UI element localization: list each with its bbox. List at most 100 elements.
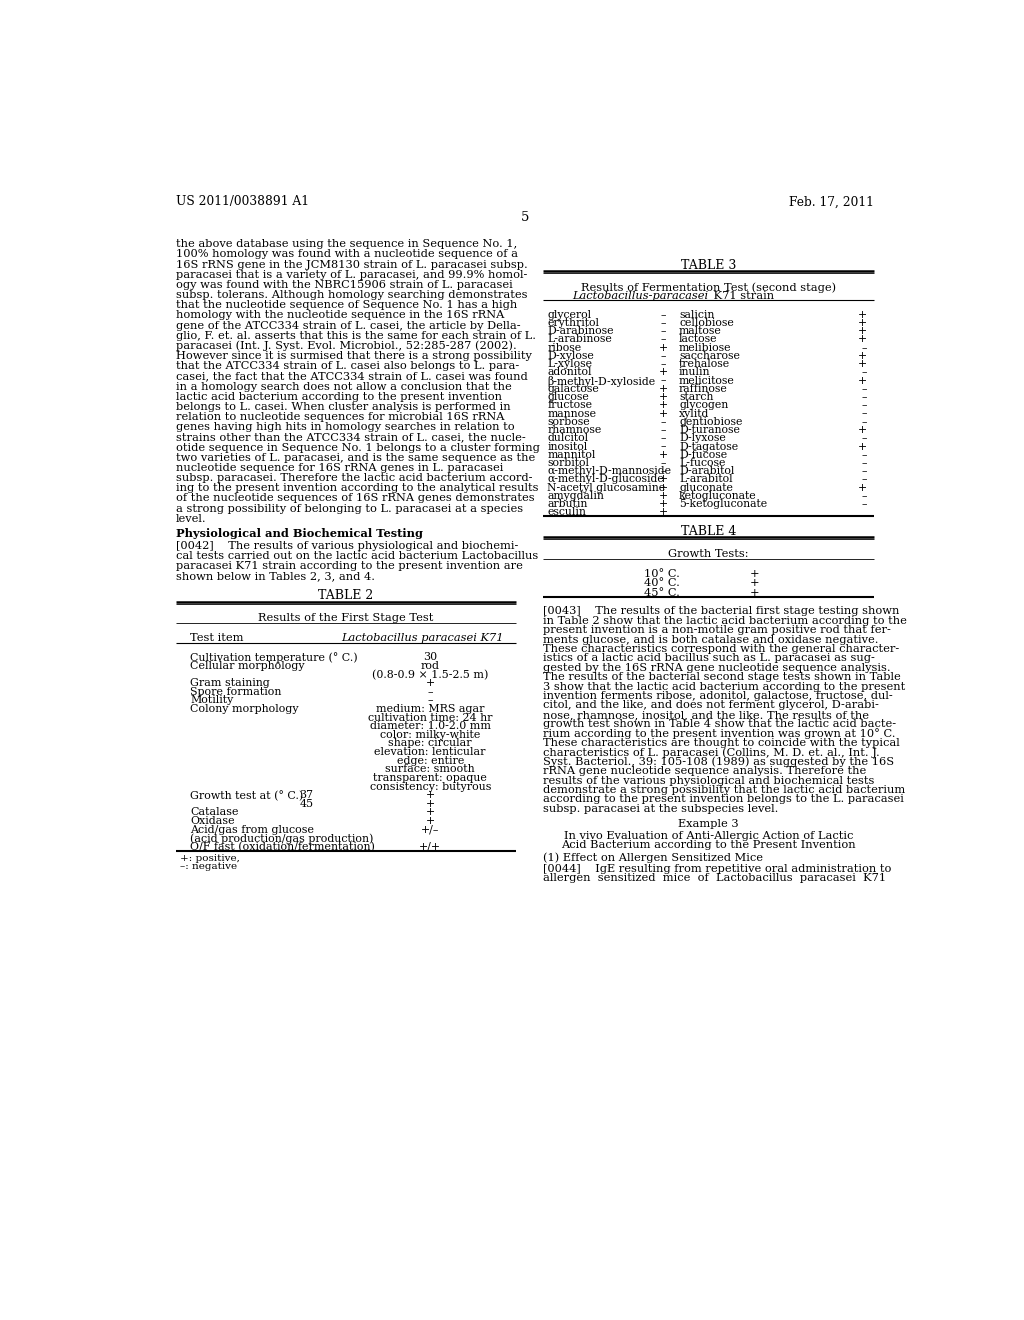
Text: D-tagatose: D-tagatose [679, 441, 738, 451]
Text: relation to nucleotide sequences for microbial 16S rRNA: relation to nucleotide sequences for mic… [176, 412, 505, 422]
Text: arbutin: arbutin [547, 499, 588, 510]
Text: amygdalin: amygdalin [547, 491, 604, 502]
Text: esculin: esculin [547, 507, 586, 517]
Text: ments glucose, and is both catalase and oxidase negative.: ments glucose, and is both catalase and … [544, 635, 879, 644]
Text: ogy was found with the NBRC15906 strain of L. paracasei: ogy was found with the NBRC15906 strain … [176, 280, 513, 290]
Text: maltose: maltose [679, 326, 722, 337]
Text: (acid production/gas production): (acid production/gas production) [190, 833, 374, 843]
Text: +: + [858, 318, 867, 327]
Text: fructose: fructose [547, 400, 592, 411]
Text: +: + [858, 310, 867, 319]
Text: US 2011/0038891 A1: US 2011/0038891 A1 [176, 195, 309, 209]
Text: edge: entire: edge: entire [396, 755, 464, 766]
Text: D-fucose: D-fucose [679, 450, 727, 459]
Text: 45: 45 [299, 799, 313, 809]
Text: +: + [858, 425, 867, 436]
Text: +: positive,: +: positive, [180, 854, 240, 863]
Text: Test item: Test item [190, 634, 244, 643]
Text: 37: 37 [299, 791, 313, 800]
Text: subsp. paracasei at the subspecies level.: subsp. paracasei at the subspecies level… [544, 804, 779, 813]
Text: –: – [660, 359, 667, 370]
Text: α-methyl-D-mannoside: α-methyl-D-mannoside [547, 466, 672, 477]
Text: genes having high hits in homology searches in relation to: genes having high hits in homology searc… [176, 422, 515, 432]
Text: (0.8-0.9 × 1.5-2.5 m): (0.8-0.9 × 1.5-2.5 m) [372, 669, 488, 680]
Text: belongs to L. casei. When cluster analysis is performed in: belongs to L. casei. When cluster analys… [176, 401, 511, 412]
Text: ribose: ribose [547, 343, 582, 352]
Text: raffinose: raffinose [679, 384, 728, 393]
Text: glio, F. et. al. asserts that this is the same for each strain of L.: glio, F. et. al. asserts that this is th… [176, 331, 536, 341]
Text: subsp. tolerans. Although homology searching demonstrates: subsp. tolerans. Although homology searc… [176, 290, 527, 300]
Text: The results of the bacterial second stage tests shown in Table: The results of the bacterial second stag… [544, 672, 901, 682]
Text: Physiological and Biochemical Testing: Physiological and Biochemical Testing [176, 528, 423, 540]
Text: a strong possibility of belonging to L. paracasei at a species: a strong possibility of belonging to L. … [176, 503, 523, 513]
Text: +: + [659, 400, 668, 411]
Text: gene of the ATCC334 strain of L. casei, the article by Della-: gene of the ATCC334 strain of L. casei, … [176, 321, 520, 330]
Text: –: negative: –: negative [180, 862, 237, 871]
Text: Cultivation temperature (° C.): Cultivation temperature (° C.) [190, 652, 357, 663]
Text: two varieties of L. paracasei, and is the same sequence as the: two varieties of L. paracasei, and is th… [176, 453, 536, 463]
Text: +: + [659, 409, 668, 418]
Text: –: – [660, 334, 667, 345]
Text: –: – [660, 318, 667, 327]
Text: +: + [751, 578, 760, 589]
Text: Results of the First Stage Test: Results of the First Stage Test [258, 612, 433, 623]
Text: These characteristics are thought to coincide with the typical: These characteristics are thought to coi… [544, 738, 900, 748]
Text: –: – [862, 491, 867, 502]
Text: D-xylose: D-xylose [547, 351, 594, 360]
Text: In vivo Evaluation of Anti-Allergic Action of Lactic: In vivo Evaluation of Anti-Allergic Acti… [564, 832, 853, 841]
Text: D-arabinose: D-arabinose [547, 326, 613, 337]
Text: +: + [751, 587, 760, 598]
Text: [0044]    IgE resulting from repetitive oral administration to: [0044] IgE resulting from repetitive ora… [544, 863, 892, 874]
Text: glucose: glucose [547, 392, 589, 403]
Text: sorbitol: sorbitol [547, 458, 589, 469]
Text: paracasei that is a variety of L. paracasei, and 99.9% homol-: paracasei that is a variety of L. paraca… [176, 269, 527, 280]
Text: 100% homology was found with a nucleotide sequence of a: 100% homology was found with a nucleotid… [176, 249, 518, 260]
Text: galactose: galactose [547, 384, 599, 393]
Text: demonstrate a strong possibility that the lactic acid bacterium: demonstrate a strong possibility that th… [544, 785, 905, 795]
Text: Feb. 17, 2011: Feb. 17, 2011 [788, 195, 873, 209]
Text: in Table 2 show that the lactic acid bacterium according to the: in Table 2 show that the lactic acid bac… [544, 616, 907, 626]
Text: transparent: opaque: transparent: opaque [374, 774, 487, 783]
Text: rRNA gene nucleotide sequence analysis. Therefore the: rRNA gene nucleotide sequence analysis. … [544, 766, 866, 776]
Text: of the nucleotide sequences of 16S rRNA genes demonstrates: of the nucleotide sequences of 16S rRNA … [176, 494, 535, 503]
Text: surface: smooth: surface: smooth [385, 764, 475, 775]
Text: α-methyl-D-glucoside: α-methyl-D-glucoside [547, 474, 664, 484]
Text: Acid/gas from glucose: Acid/gas from glucose [190, 825, 314, 834]
Text: nucleotide sequence for 16S rRNA genes in L. paracasei: nucleotide sequence for 16S rRNA genes i… [176, 463, 504, 473]
Text: Example 3: Example 3 [678, 820, 738, 829]
Text: +: + [426, 808, 435, 817]
Text: Growth Tests:: Growth Tests: [669, 549, 749, 558]
Text: erythritol: erythritol [547, 318, 599, 327]
Text: melicitose: melicitose [679, 376, 735, 385]
Text: D-lyxose: D-lyxose [679, 433, 726, 444]
Text: sorbose: sorbose [547, 417, 590, 426]
Text: mannitol: mannitol [547, 450, 596, 459]
Text: –: – [660, 310, 667, 319]
Text: +: + [858, 441, 867, 451]
Text: –: – [862, 466, 867, 477]
Text: shape: circular: shape: circular [388, 738, 472, 748]
Text: Motility: Motility [190, 696, 233, 705]
Text: gentiobiose: gentiobiose [679, 417, 742, 426]
Text: –: – [660, 458, 667, 469]
Text: +: + [426, 799, 435, 809]
Text: –: – [862, 392, 867, 403]
Text: ketogluconate: ketogluconate [679, 491, 757, 502]
Text: TABLE 3: TABLE 3 [681, 259, 736, 272]
Text: citol, and the like, and does not ferment glycerol, D-arabi-: citol, and the like, and does not fermen… [544, 701, 880, 710]
Text: –: – [660, 441, 667, 451]
Text: –: – [427, 686, 433, 697]
Text: –: – [862, 367, 867, 378]
Text: –: – [660, 433, 667, 444]
Text: –: – [660, 425, 667, 436]
Text: rod: rod [421, 661, 439, 671]
Text: –: – [660, 351, 667, 360]
Text: O/F fast (oxidation/fermentation): O/F fast (oxidation/fermentation) [190, 842, 375, 853]
Text: invention ferments ribose, adonitol, galactose, fructose, dul-: invention ferments ribose, adonitol, gal… [544, 690, 893, 701]
Text: –: – [660, 417, 667, 426]
Text: –: – [660, 466, 667, 477]
Text: xylitd: xylitd [679, 409, 710, 418]
Text: However since it is surmised that there is a strong possibility: However since it is surmised that there … [176, 351, 531, 362]
Text: [0043]    The results of the bacterial first stage testing shown: [0043] The results of the bacterial firs… [544, 606, 900, 616]
Text: L-fucose: L-fucose [679, 458, 725, 469]
